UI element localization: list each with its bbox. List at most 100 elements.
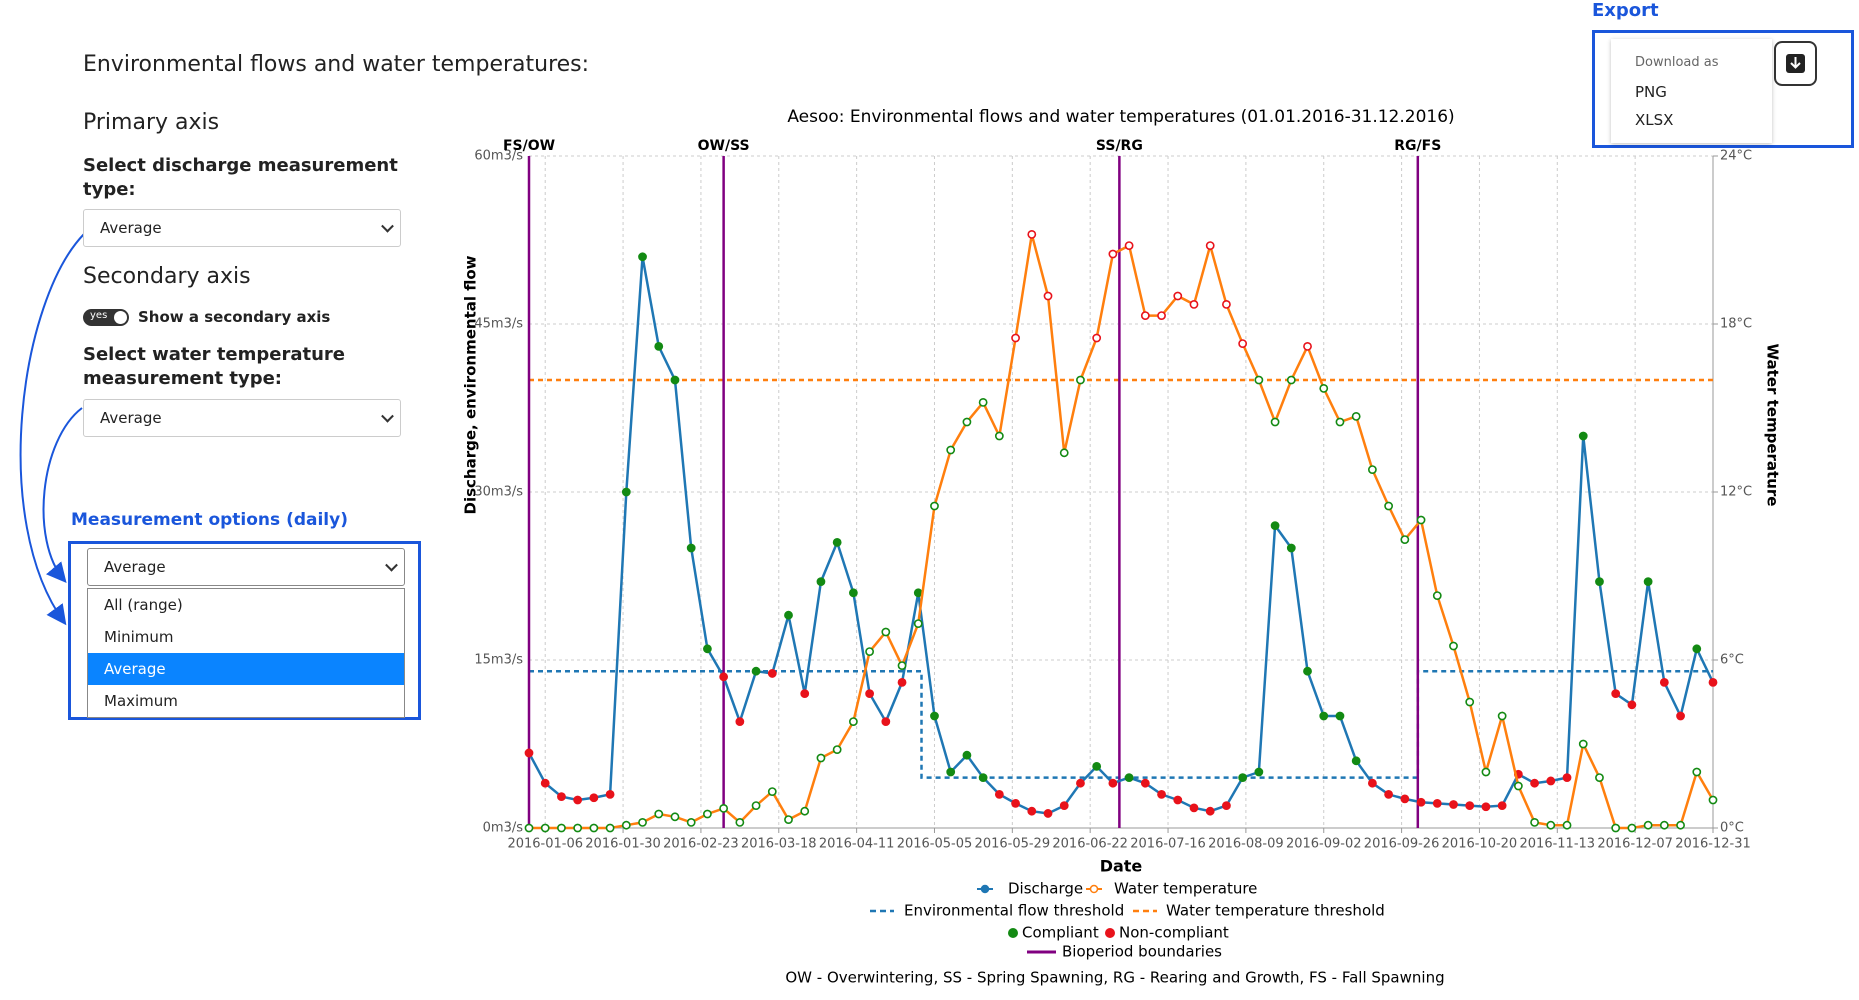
data-point — [524, 748, 534, 758]
legend-label: Environmental flow threshold — [904, 902, 1124, 920]
data-point — [1059, 448, 1069, 458]
x-tick-label: 2016-10-20 — [1442, 837, 1518, 852]
data-point — [848, 717, 858, 726]
data-point — [913, 619, 923, 628]
data-point — [1497, 711, 1507, 721]
export-title: Export — [1592, 0, 1659, 21]
dropdown-option[interactable]: Average — [88, 653, 404, 685]
data-point — [1189, 299, 1199, 309]
data-point — [1173, 795, 1183, 805]
data-point — [1351, 411, 1361, 421]
dropdown-option[interactable]: Maximum — [104, 692, 178, 710]
data-point — [1562, 773, 1572, 782]
x-tick-label: 2016-11-13 — [1520, 837, 1596, 852]
dropdown-list: All (range) Minimum Average Maximum — [87, 588, 405, 718]
data-point — [1303, 341, 1312, 351]
heading: Environmental flows and water temperatur… — [83, 52, 590, 77]
data-point — [589, 823, 599, 833]
data-point — [978, 773, 988, 782]
bioperiod-label: RG/FS — [1394, 138, 1441, 154]
x-tick-label: 2016-12-31 — [1675, 837, 1751, 852]
data-point — [654, 809, 664, 819]
data-point — [767, 669, 777, 678]
data-point — [1611, 689, 1621, 698]
dropdown-option[interactable]: All (range) — [104, 596, 183, 614]
data-point — [670, 375, 680, 385]
menu-item[interactable]: PNG — [1635, 83, 1667, 101]
select[interactable]: Average — [87, 548, 405, 586]
toggle[interactable]: yes — [83, 309, 129, 326]
data-point — [654, 341, 664, 351]
data-point — [1076, 375, 1085, 385]
data-point — [1416, 515, 1426, 525]
data-point — [1270, 521, 1280, 530]
y2-tick-label: 18°C — [1720, 317, 1752, 332]
select[interactable]: Average — [83, 209, 401, 247]
data-point — [1108, 778, 1118, 788]
data-point — [1384, 501, 1394, 511]
y-axis-title: Discharge, environmental flow — [462, 255, 480, 514]
data-point — [784, 610, 793, 620]
field-label: Select discharge measurement type: — [83, 155, 398, 200]
data-point — [686, 818, 696, 827]
data-point — [897, 678, 907, 687]
data-point — [1400, 535, 1410, 544]
data-point — [1140, 311, 1150, 320]
export-menu: Download as PNG XLSX — [1611, 39, 1772, 143]
data-point — [1238, 773, 1248, 782]
data-point — [1578, 739, 1588, 749]
select[interactable]: Average — [83, 399, 401, 437]
data-point — [1043, 291, 1053, 301]
x-tick-label: 2016-02-23 — [663, 837, 739, 852]
data-point — [703, 644, 712, 654]
y2-tick-label: 12°C — [1720, 485, 1752, 500]
data-point — [589, 793, 599, 803]
data-point — [1335, 711, 1345, 721]
series-line — [527, 256, 1715, 815]
data-point — [1578, 431, 1588, 441]
data-point — [1676, 711, 1685, 721]
data-point — [913, 588, 923, 598]
data-point — [1043, 809, 1053, 818]
select-value: Average — [104, 558, 166, 576]
data-point — [1513, 781, 1523, 791]
highlight-box — [68, 541, 421, 720]
data-point — [1400, 794, 1410, 804]
y2-tick-label: 0°C — [1720, 821, 1744, 836]
menu-item[interactable]: XLSX — [1635, 111, 1674, 129]
x-axis-title: Date — [1100, 857, 1143, 876]
data-point — [1432, 798, 1442, 808]
data-point — [719, 804, 729, 813]
dropdown-option[interactable]: Minimum — [104, 628, 174, 646]
x-tick-label: 2016-07-16 — [1130, 837, 1206, 852]
y2-tick-label: 6°C — [1720, 653, 1744, 668]
data-point — [735, 717, 745, 726]
y-tick-label: 45m3/s — [474, 317, 523, 332]
bioperiod-label: FS/OW — [503, 138, 555, 154]
download-button[interactable] — [1774, 41, 1817, 86]
data-point — [1124, 773, 1134, 782]
data-point — [557, 823, 566, 833]
data-point — [1140, 778, 1150, 788]
data-point — [1254, 375, 1264, 385]
data-point — [1108, 249, 1118, 259]
data-point — [1059, 801, 1069, 810]
data-point — [540, 823, 550, 833]
data-point — [1367, 465, 1377, 474]
data-point — [1546, 820, 1556, 830]
data-point — [946, 445, 956, 455]
data-point — [1222, 299, 1231, 309]
data-point — [1286, 543, 1296, 553]
toggle-knob — [114, 311, 127, 324]
x-tick-label: 2016-06-22 — [1052, 837, 1128, 852]
data-point — [848, 588, 858, 598]
data-point — [605, 823, 615, 833]
data-point — [1595, 577, 1604, 586]
data-point — [1189, 803, 1199, 813]
data-point — [605, 790, 615, 799]
data-point — [621, 487, 631, 497]
data-point — [1319, 383, 1329, 393]
data-point — [881, 717, 891, 726]
data-point — [832, 538, 842, 547]
